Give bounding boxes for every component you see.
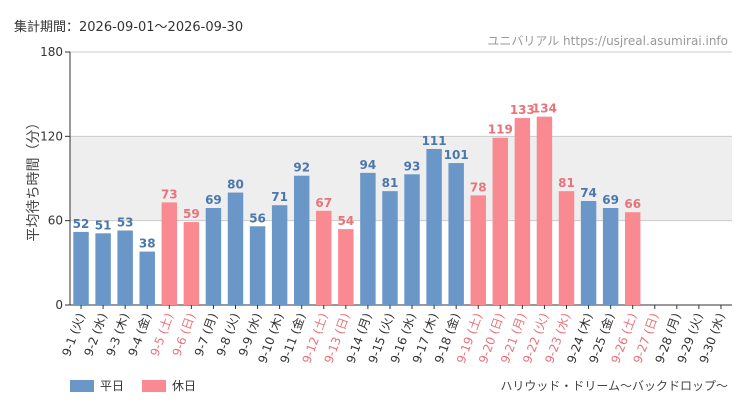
data-label: 54	[337, 214, 354, 228]
data-label: 92	[293, 161, 310, 175]
data-label: 94	[360, 158, 377, 172]
band-highlight	[70, 136, 732, 221]
bar	[426, 148, 442, 305]
bar	[271, 205, 288, 305]
data-label: 74	[580, 186, 597, 200]
bar	[183, 222, 200, 305]
data-label: 53	[117, 216, 134, 230]
data-label: 69	[205, 193, 222, 207]
data-label: 80	[227, 178, 244, 192]
bar	[492, 137, 509, 305]
data-label: 111	[422, 134, 447, 148]
bar	[448, 163, 464, 305]
data-label: 78	[470, 180, 487, 194]
data-label: 81	[558, 176, 575, 190]
bar	[360, 172, 376, 305]
data-label: 119	[488, 123, 513, 137]
period-label: 集計期間：2026-09-01～2026-09-30	[14, 20, 244, 35]
y-axis-title: 平均待ち時間（分）	[26, 116, 42, 242]
bar	[404, 174, 420, 305]
data-label: 73	[161, 187, 178, 201]
data-label: 81	[382, 176, 399, 190]
data-label: 71	[271, 190, 288, 204]
bar	[338, 229, 354, 305]
bar	[161, 202, 178, 305]
bar	[117, 230, 133, 305]
legend-label-weekday: 平日	[100, 379, 125, 393]
data-label: 133	[510, 103, 535, 117]
bar	[470, 195, 486, 305]
data-label: 38	[139, 237, 156, 251]
data-label: 56	[249, 211, 266, 225]
data-label: 69	[602, 193, 619, 207]
bar	[205, 208, 222, 305]
bar	[624, 212, 641, 305]
legend: 平日 休日	[70, 377, 214, 394]
legend-swatch-holiday	[142, 379, 167, 392]
legend-swatch-weekday	[70, 379, 94, 392]
legend-item-weekday[interactable]: 平日	[70, 377, 124, 394]
data-label: 101	[444, 148, 469, 162]
bar	[382, 191, 398, 305]
bar	[602, 208, 619, 305]
data-label: 59	[183, 207, 200, 221]
bar	[249, 226, 266, 305]
legend-item-holiday[interactable]: 休日	[142, 377, 196, 394]
bar	[227, 192, 244, 305]
y-tick-label: 60	[48, 214, 63, 228]
bar	[139, 251, 155, 305]
y-tick-label: 120	[40, 129, 63, 143]
bar	[580, 200, 597, 305]
site-brand: ユニバリアル https://usjreal.asumirai.info	[487, 34, 728, 48]
bar	[73, 231, 89, 305]
data-label: 51	[95, 218, 112, 232]
bar	[316, 210, 332, 305]
y-tick-label: 0	[55, 298, 63, 312]
data-label: 93	[404, 159, 421, 173]
bar	[293, 175, 310, 305]
attraction-name: ハリウッド・ドリーム～バックドロップ～	[500, 379, 728, 393]
data-label: 134	[532, 102, 557, 116]
bar	[536, 116, 553, 306]
bar	[514, 118, 531, 305]
legend-label-holiday: 休日	[172, 379, 197, 393]
data-label: 66	[624, 197, 641, 211]
bar	[558, 191, 575, 305]
data-label: 52	[73, 217, 90, 231]
bar	[95, 233, 111, 305]
data-label: 67	[315, 196, 332, 210]
y-tick-label: 180	[40, 45, 63, 59]
